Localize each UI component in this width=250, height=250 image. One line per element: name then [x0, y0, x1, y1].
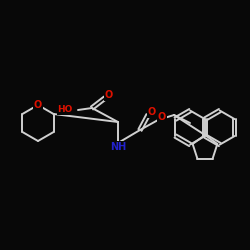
- Text: HO: HO: [58, 106, 73, 114]
- Text: NH: NH: [110, 142, 126, 152]
- Text: O: O: [34, 100, 42, 110]
- Text: O: O: [148, 107, 156, 117]
- Text: O: O: [105, 90, 113, 100]
- Text: O: O: [158, 112, 166, 122]
